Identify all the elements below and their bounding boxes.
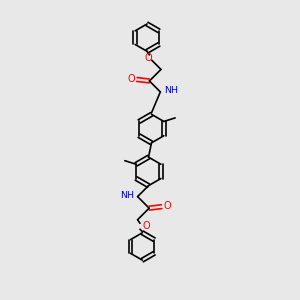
Text: O: O xyxy=(142,221,150,231)
Text: NH: NH xyxy=(120,191,134,200)
Text: O: O xyxy=(145,53,152,63)
Text: O: O xyxy=(163,201,171,211)
Text: O: O xyxy=(128,74,135,84)
Text: NH: NH xyxy=(164,86,178,95)
